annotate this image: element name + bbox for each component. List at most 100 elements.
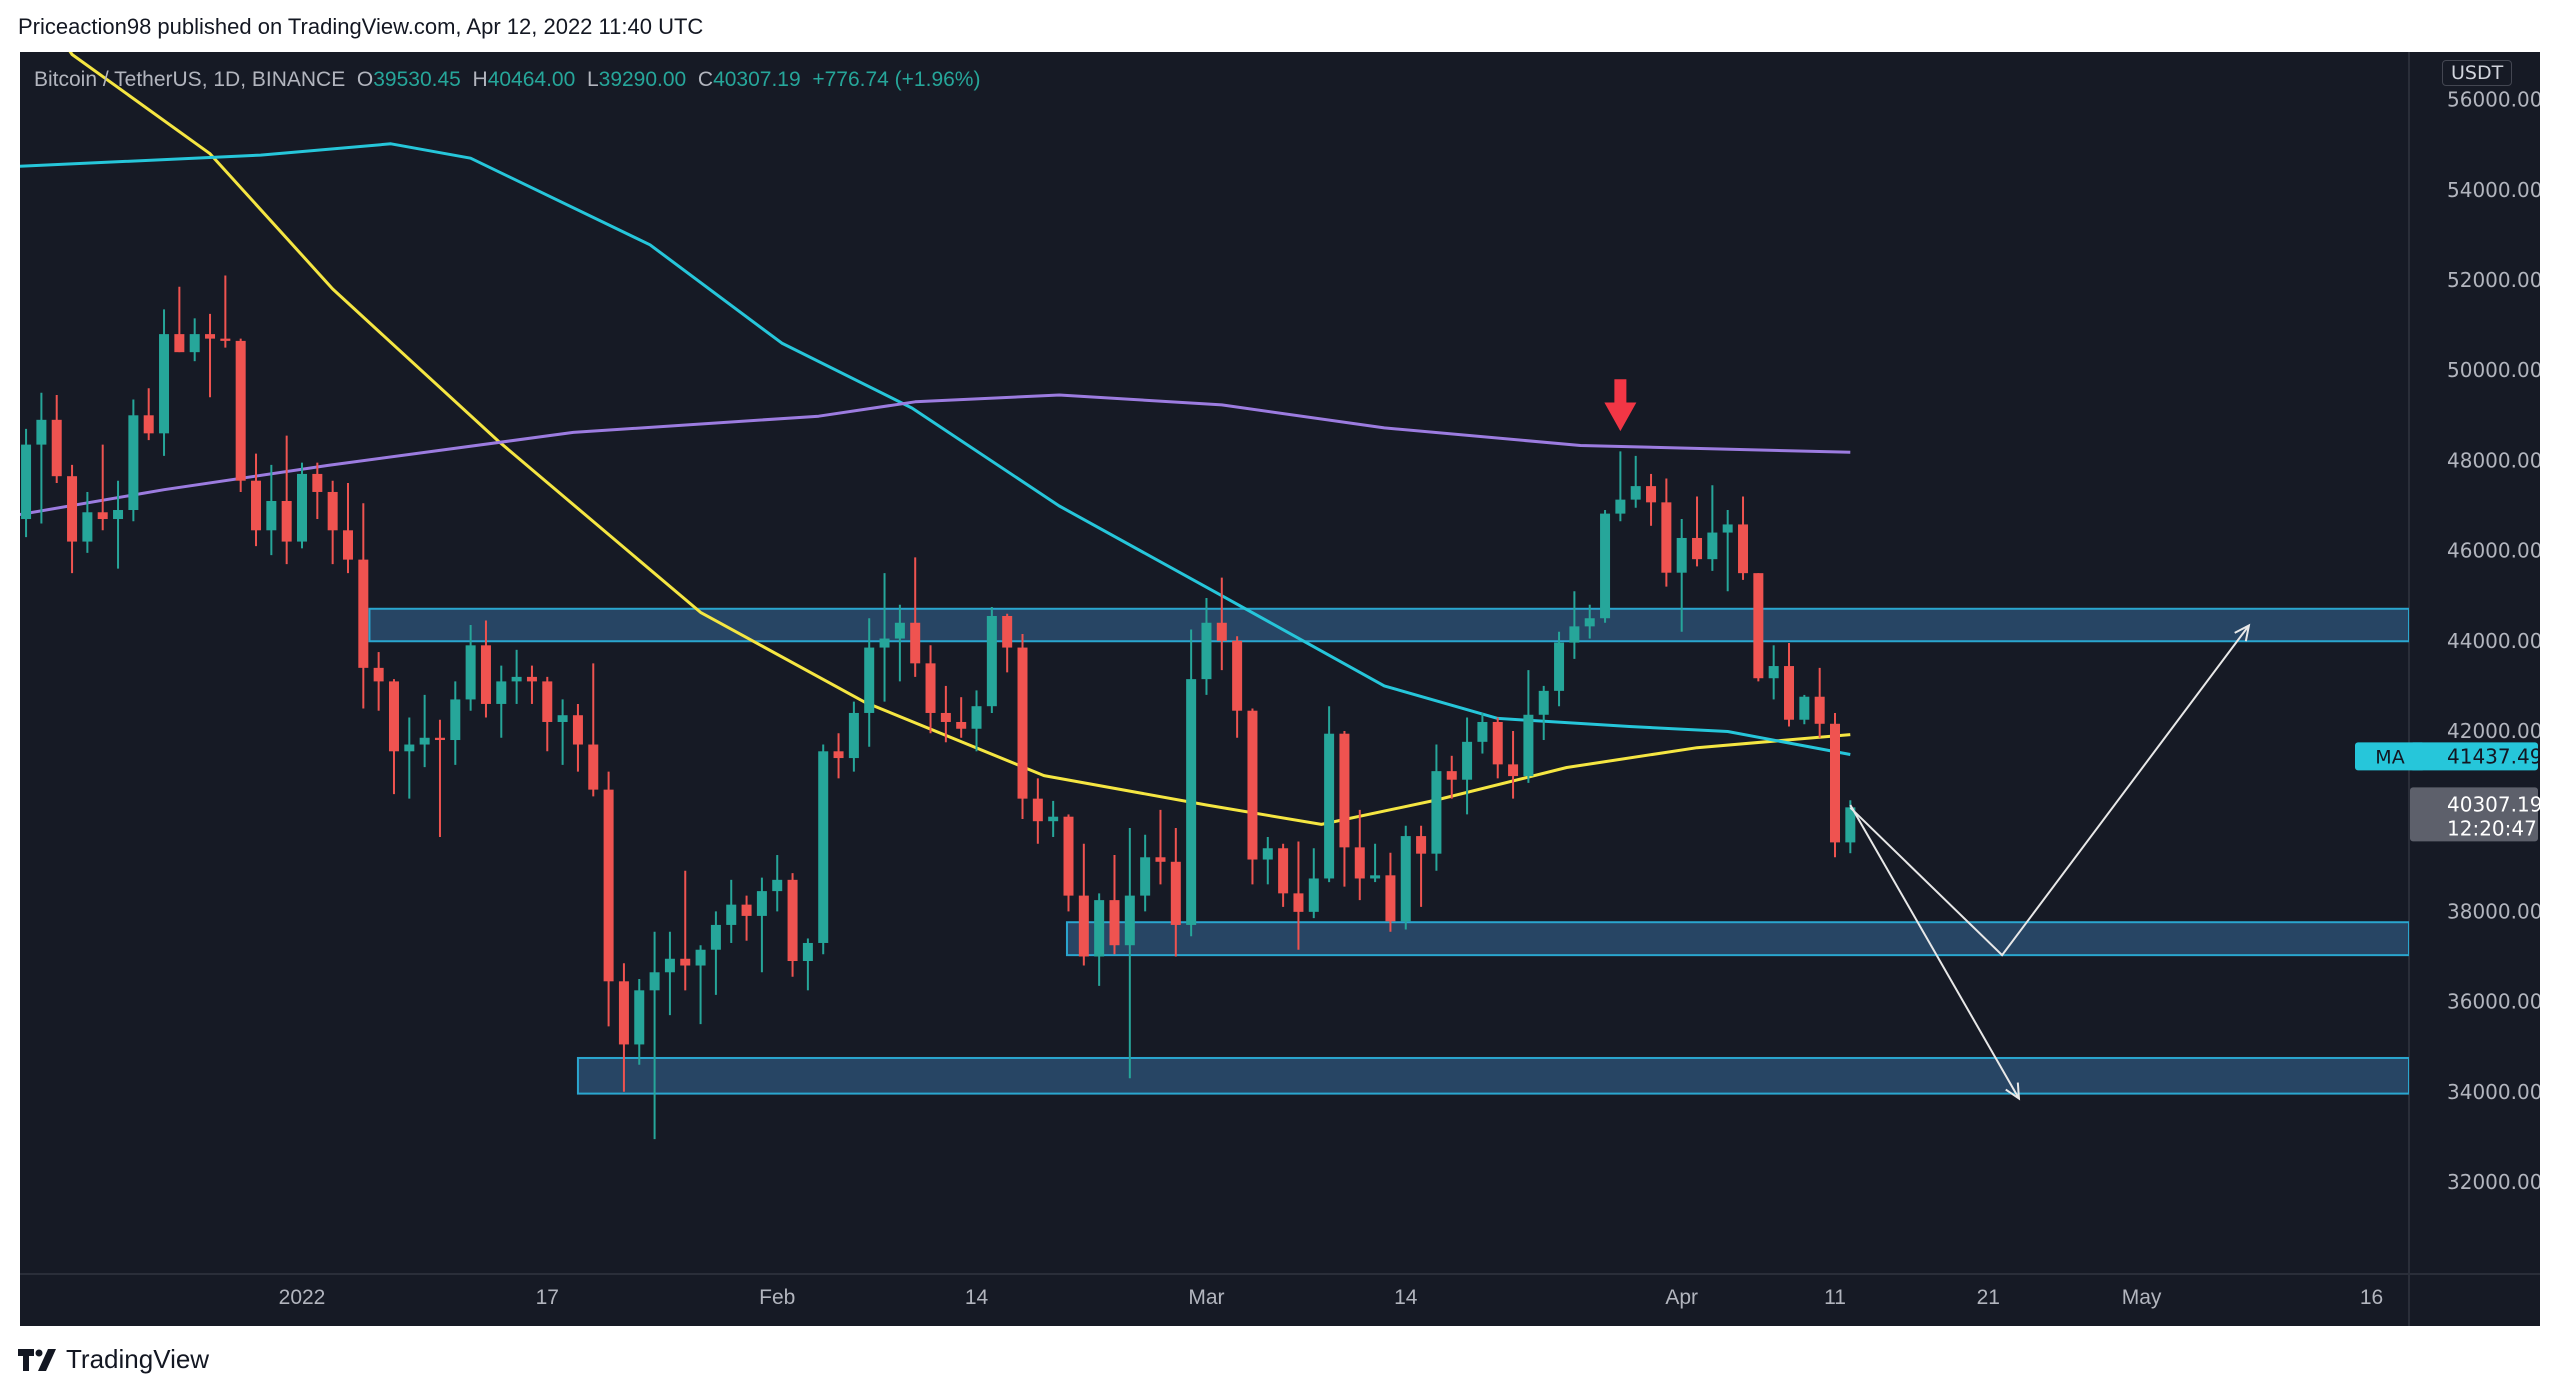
bar-countdown-label: 12:20:47: [2447, 816, 2537, 840]
chart-svg[interactable]: 56000.00 54000.00 52000.00 50000.00 48000.00…: [20, 52, 2540, 1326]
candle: [741, 895, 752, 941]
candle-body: [450, 699, 461, 741]
currency-button[interactable]: USDT: [2442, 60, 2513, 86]
tradingview-footer[interactable]: TradingView: [18, 1344, 209, 1375]
ma-100-line: [20, 142, 1851, 756]
candle-body: [1784, 666, 1795, 720]
candle: [572, 703, 583, 772]
candle-body: [1002, 615, 1013, 648]
candle: [266, 464, 277, 556]
candle-body: [787, 879, 798, 962]
support-resistance-zone-2[interactable]: [1065, 921, 2409, 957]
candle-body: [1830, 723, 1840, 843]
candle: [756, 877, 767, 973]
candle: [128, 399, 139, 522]
candle: [51, 395, 62, 483]
candle-body: [1416, 836, 1427, 854]
candle-body: [1584, 618, 1595, 627]
candle: [1431, 744, 1442, 871]
projection-arrowhead-icon: [2234, 623, 2251, 642]
candle-body: [342, 530, 353, 560]
candle: [1814, 667, 1825, 738]
candle-body: [526, 676, 537, 682]
candle-body: [910, 622, 921, 664]
candle-body: [925, 663, 936, 713]
candle: [864, 618, 875, 747]
candle: [833, 733, 844, 779]
time-tick-label: 21: [1977, 1286, 2000, 1309]
ma-tag-box: [2355, 742, 2425, 771]
candle: [1308, 848, 1319, 919]
candle: [1140, 834, 1151, 912]
candle: [910, 557, 921, 677]
candle: [879, 573, 890, 702]
candle: [1354, 809, 1365, 901]
candle-body: [1308, 878, 1319, 912]
candle-body: [297, 473, 307, 542]
candle-body: [1538, 690, 1549, 715]
candle-body: [205, 334, 216, 339]
candle: [557, 699, 568, 765]
candle: [1155, 809, 1166, 885]
candle: [726, 879, 737, 943]
candle: [297, 462, 307, 549]
candle-body: [1078, 895, 1089, 957]
time-tick-label: Feb: [759, 1286, 795, 1309]
candle: [1738, 496, 1749, 580]
candle-body: [419, 737, 430, 745]
candle-body: [1569, 626, 1580, 643]
candle-body: [36, 419, 47, 445]
candle-body: [726, 904, 737, 925]
candle-body: [189, 334, 200, 353]
support-resistance-zone-3[interactable]: [576, 1056, 2409, 1095]
projection-path-2[interactable]: [1849, 624, 2250, 957]
last-price-box: [2410, 787, 2538, 842]
candle-body: [174, 334, 185, 353]
candle: [710, 911, 721, 995]
candle-body: [603, 789, 614, 982]
candle: [680, 870, 691, 991]
candle: [220, 275, 231, 348]
candle-body: [128, 415, 139, 511]
candle-body: [1017, 647, 1028, 799]
candle-body: [358, 559, 369, 668]
candle: [189, 318, 200, 362]
projection-path-1[interactable]: [1849, 804, 2020, 1100]
candle-body: [1692, 537, 1703, 560]
price-tick-label: 32000.00: [2447, 1170, 2540, 1194]
support-resistance-zone-1[interactable]: [368, 607, 2409, 643]
candle: [1446, 755, 1457, 799]
price-tick-label: 50000.00: [2447, 358, 2540, 382]
candle: [281, 435, 292, 565]
candle-body: [1048, 816, 1059, 822]
chart-panel[interactable]: 56000.00 54000.00 52000.00 50000.00 48000.00…: [20, 52, 2540, 1326]
candle-body: [1492, 721, 1503, 765]
candle: [940, 685, 951, 743]
candle-body: [741, 904, 752, 916]
candle-body: [618, 981, 629, 1045]
open-label: O: [356, 68, 374, 91]
candle-body: [1155, 857, 1166, 862]
candle-body: [649, 972, 660, 991]
candle: [925, 645, 936, 734]
candle-body: [496, 681, 507, 704]
candle: [1170, 827, 1181, 957]
candle: [526, 665, 537, 704]
candle-body: [113, 510, 124, 520]
candle-body: [1600, 513, 1611, 619]
candle-body: [1477, 721, 1488, 742]
candle: [772, 855, 783, 912]
time-tick-label: 16: [2360, 1286, 2383, 1309]
candle: [603, 771, 614, 1027]
projection-arrowhead-icon: [2005, 1082, 2021, 1101]
candle: [695, 945, 706, 1025]
candle-body: [542, 681, 553, 722]
candle-body: [1768, 666, 1779, 679]
candle-body: [1247, 710, 1258, 860]
ma-tag-label: MA: [2375, 746, 2404, 768]
plot-area[interactable]: [20, 52, 2409, 1140]
candle-body: [1630, 486, 1641, 500]
candle: [404, 717, 415, 799]
time-tick-label: 11: [1824, 1286, 1846, 1309]
candle: [649, 931, 660, 1140]
